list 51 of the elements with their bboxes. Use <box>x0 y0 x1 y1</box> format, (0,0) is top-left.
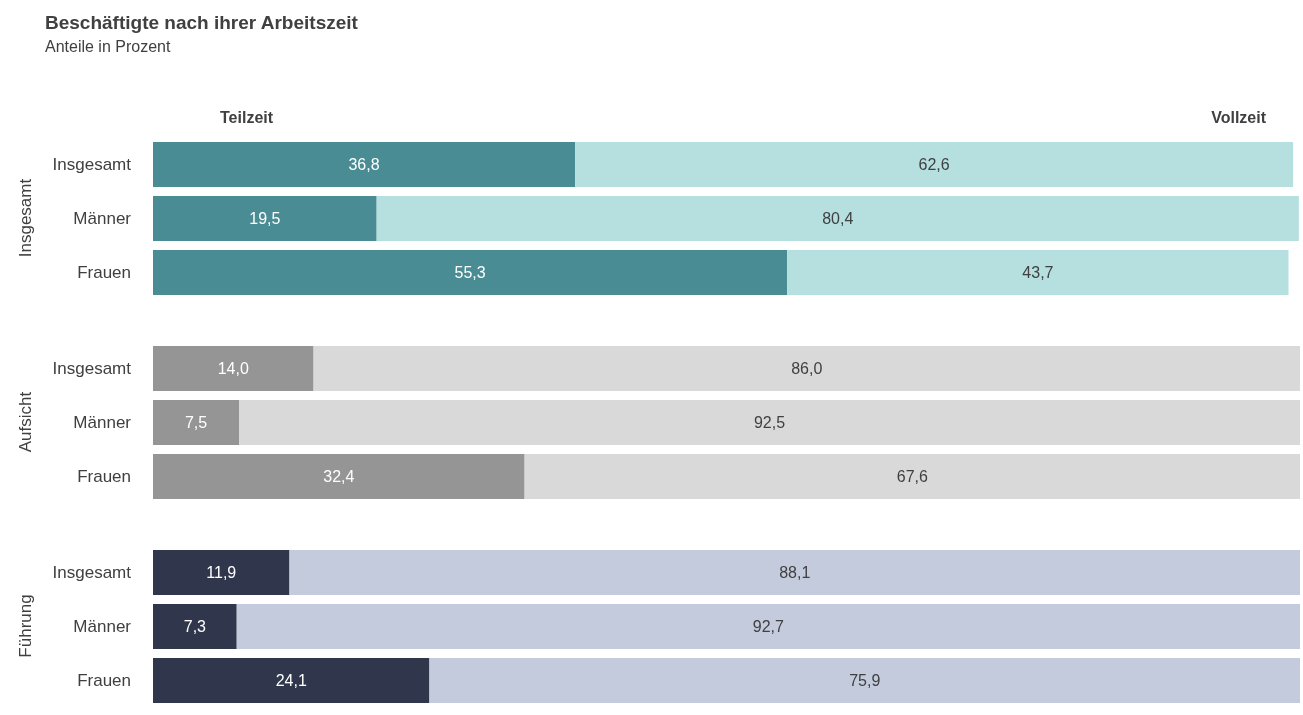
data-label: 55,3 <box>454 264 486 281</box>
data-label: 11,9 <box>206 564 237 581</box>
bar <box>524 454 1300 499</box>
bar <box>313 346 1300 391</box>
bar <box>153 550 290 595</box>
bar <box>289 550 1300 595</box>
data-label: 88,1 <box>779 564 811 581</box>
bar <box>153 400 240 445</box>
bar <box>153 604 237 649</box>
y-tick-label: Insgesamt <box>52 359 132 379</box>
y-tick-label: Insgesamt <box>52 155 132 175</box>
data-label: 75,9 <box>849 672 881 689</box>
series-label: Vollzeit <box>1211 109 1266 127</box>
y-tick-label: Frauen <box>77 671 131 691</box>
y-axis-title: Aufsicht <box>15 391 35 453</box>
data-label: 7,3 <box>183 618 207 635</box>
bar <box>787 250 1289 295</box>
data-label: 32,4 <box>323 468 355 485</box>
chart-subtitle: Anteile in Prozent <box>45 38 171 56</box>
data-label: 36,8 <box>348 156 380 173</box>
data-label: 19,5 <box>249 210 281 227</box>
bar <box>153 658 430 703</box>
bar <box>236 604 1300 649</box>
data-label: 92,5 <box>753 414 786 431</box>
bar <box>376 196 1299 241</box>
bar <box>153 250 788 295</box>
data-label: 67,6 <box>896 468 928 485</box>
data-label: 24,1 <box>275 672 307 689</box>
bar <box>239 400 1300 445</box>
bar <box>153 196 377 241</box>
bar <box>153 142 576 187</box>
y-tick-label: Frauen <box>77 467 131 487</box>
y-tick-label: Frauen <box>77 263 131 283</box>
bar <box>429 658 1300 703</box>
data-label: 62,6 <box>918 156 950 173</box>
y-tick-label: Männer <box>73 617 132 637</box>
y-tick-label: Männer <box>73 209 132 229</box>
y-tick-label: Männer <box>73 413 132 433</box>
data-label: 7,5 <box>184 414 208 431</box>
data-label: 43,7 <box>1022 264 1054 281</box>
bar <box>575 142 1294 187</box>
data-label: 86,0 <box>791 360 823 377</box>
bar <box>153 454 525 499</box>
y-axis-title: Führung <box>15 594 35 658</box>
y-tick-label: Insgesamt <box>52 563 132 583</box>
bar <box>153 346 314 391</box>
data-label: 14,0 <box>217 360 249 377</box>
data-label: 92,7 <box>752 618 785 635</box>
data-label: 80,4 <box>822 210 854 227</box>
series-label: Teilzeit <box>220 109 274 127</box>
chart-title: Beschäftigte nach ihrer Arbeitszeit <box>45 12 358 34</box>
